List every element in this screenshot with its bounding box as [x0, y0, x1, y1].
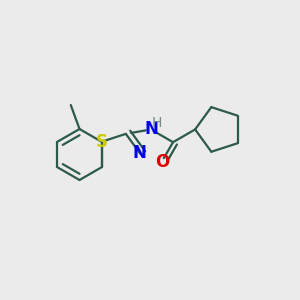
Text: N: N [132, 144, 146, 162]
Text: H: H [151, 116, 161, 130]
Text: S: S [96, 133, 108, 151]
Text: N: N [144, 120, 158, 138]
Text: O: O [155, 153, 169, 171]
